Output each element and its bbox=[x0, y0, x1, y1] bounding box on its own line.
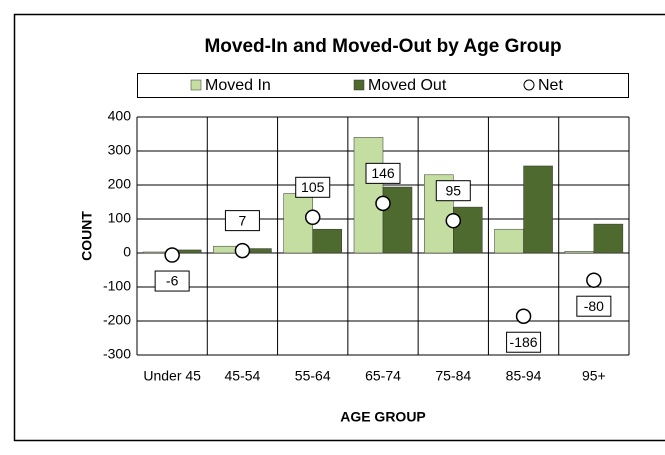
legend-swatch bbox=[524, 80, 534, 90]
net-marker bbox=[446, 214, 460, 228]
x-tick-label: Under 45 bbox=[143, 368, 201, 384]
y-tick-label: 200 bbox=[108, 176, 132, 192]
y-tick-label: -200 bbox=[103, 312, 131, 328]
net-marker bbox=[517, 309, 531, 323]
data-label: -80 bbox=[584, 298, 604, 314]
x-tick-label: 95+ bbox=[582, 368, 606, 384]
bar bbox=[313, 229, 342, 253]
net-marker bbox=[587, 273, 601, 287]
x-tick-label: 55-64 bbox=[295, 368, 331, 384]
y-tick-label: -100 bbox=[103, 278, 131, 294]
legend-swatch bbox=[191, 80, 201, 90]
bar bbox=[383, 187, 412, 253]
bar bbox=[453, 207, 482, 253]
x-tick-label: 75-84 bbox=[435, 368, 471, 384]
legend-label: Moved Out bbox=[368, 77, 447, 94]
y-axis-title: COUNT bbox=[79, 211, 95, 261]
net-marker bbox=[235, 244, 249, 258]
y-tick-label: 300 bbox=[108, 142, 132, 158]
net-marker bbox=[165, 248, 179, 262]
y-tick-label: 100 bbox=[108, 210, 132, 226]
bar bbox=[565, 251, 594, 253]
data-label: 95 bbox=[445, 182, 461, 198]
net-marker bbox=[306, 210, 320, 224]
chart-border bbox=[15, 15, 665, 441]
bar bbox=[354, 137, 383, 253]
y-tick-label: -300 bbox=[103, 346, 131, 362]
legend-swatch bbox=[354, 80, 364, 90]
legend-label: Net bbox=[538, 77, 563, 94]
x-axis-title: AGE GROUP bbox=[340, 409, 426, 425]
bar bbox=[524, 166, 553, 253]
net-marker bbox=[376, 196, 390, 210]
x-tick-label: 65-74 bbox=[365, 368, 401, 384]
data-label: 146 bbox=[371, 165, 395, 181]
y-tick-label: 0 bbox=[123, 244, 131, 260]
data-label: -186 bbox=[510, 334, 538, 350]
bar bbox=[495, 229, 524, 253]
bar bbox=[594, 224, 623, 253]
data-label: 105 bbox=[301, 179, 325, 195]
chart-title: Moved-In and Moved-Out by Age Group bbox=[204, 36, 561, 57]
data-label: 7 bbox=[239, 212, 247, 228]
legend-label: Moved In bbox=[205, 77, 271, 94]
y-tick-label: 400 bbox=[108, 108, 132, 124]
x-tick-label: 45-54 bbox=[225, 368, 261, 384]
x-tick-label: 85-94 bbox=[506, 368, 542, 384]
data-label: -6 bbox=[166, 273, 179, 289]
